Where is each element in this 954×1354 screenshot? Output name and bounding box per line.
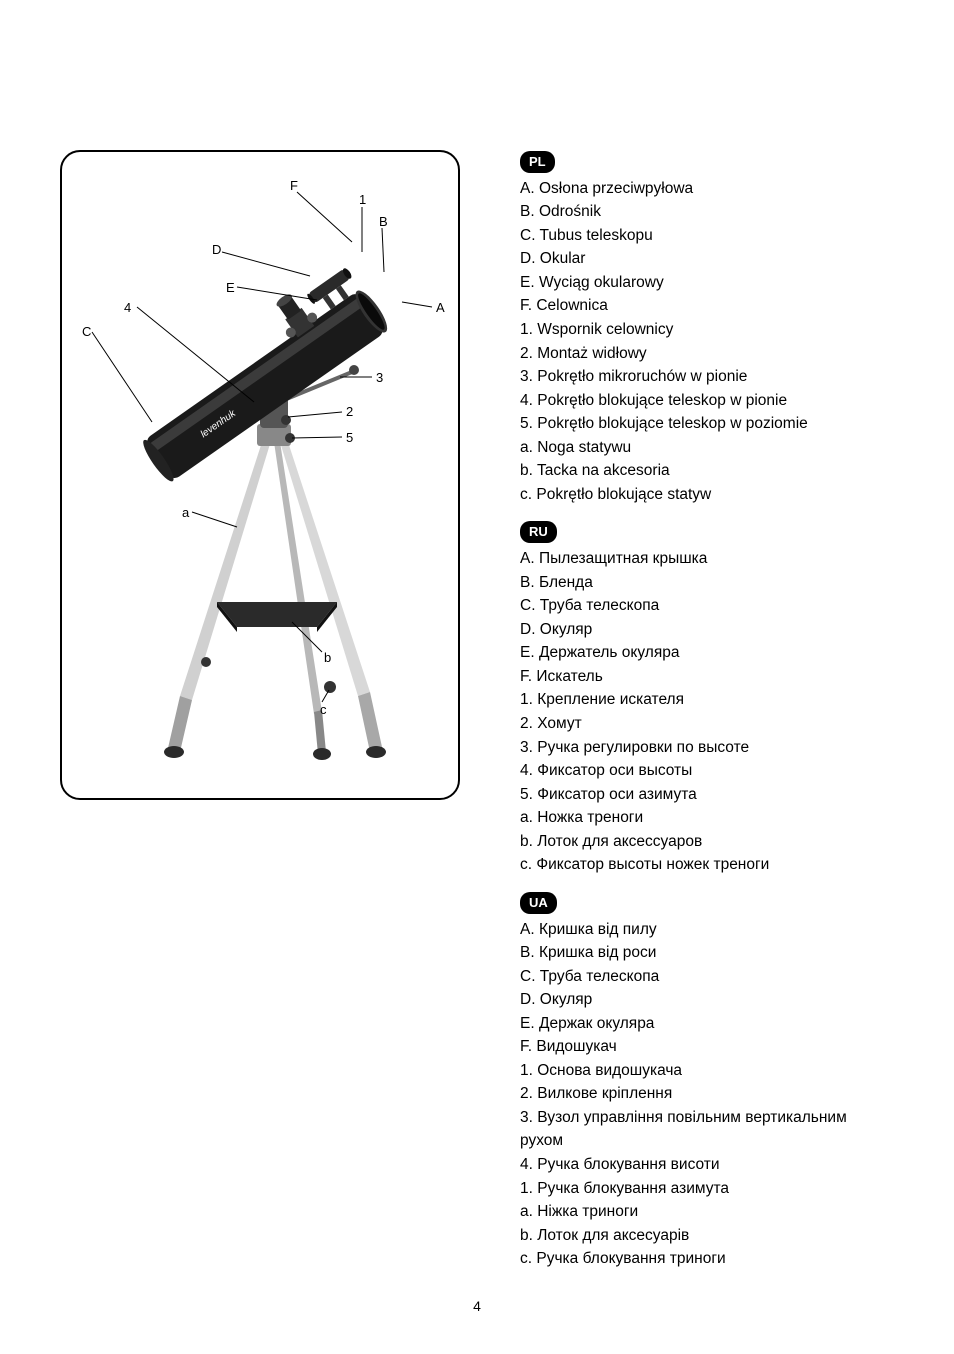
- section-ua: UA A. Кришка від пилу B. Кришка від роси…: [520, 891, 894, 1271]
- diagram-column: levenhuk: [60, 150, 480, 1285]
- list-item: 4. Фиксатор оси высоты: [520, 759, 894, 783]
- list-item: F. Видошукач: [520, 1035, 894, 1059]
- section-pl: PL A. Osłona przeciwpyłowa B. Odrośnik C…: [520, 150, 894, 506]
- label-E: E: [226, 280, 235, 295]
- list-item: E. Держатель окуляра: [520, 641, 894, 665]
- label-b: b: [324, 650, 331, 665]
- list-item: c. Pokrętło blokujące statyw: [520, 483, 894, 507]
- label-D: D: [212, 242, 221, 257]
- list-item: 3. Ручка регулировки по высоте: [520, 736, 894, 760]
- list-item: 5. Фиксатор оси азимута: [520, 783, 894, 807]
- telescope-diagram: levenhuk: [62, 152, 460, 800]
- label-F: F: [290, 178, 298, 193]
- list-item: B. Бленда: [520, 571, 894, 595]
- lang-badge-ru: RU: [520, 521, 557, 543]
- list-item: 3. Вузол управління повільним вертикальн…: [520, 1106, 894, 1153]
- list-item: D. Окуляр: [520, 988, 894, 1012]
- list-item: A. Osłona przeciwpyłowa: [520, 177, 894, 201]
- lang-badge-ua: UA: [520, 892, 557, 914]
- list-item: B. Кришка від роси: [520, 941, 894, 965]
- list-item: 1. Крепление искателя: [520, 688, 894, 712]
- list-item: 5. Pokrętło blokujące teleskop w poziomi…: [520, 412, 894, 436]
- label-B: B: [379, 214, 388, 229]
- label-A: A: [436, 300, 445, 315]
- list-item: c. Ручка блокування триноги: [520, 1247, 894, 1271]
- list-item: 4. Ручка блокування висоти: [520, 1153, 894, 1177]
- list-item: D. Окуляр: [520, 618, 894, 642]
- list-item: 1. Основа видошукача: [520, 1059, 894, 1083]
- telescope-diagram-frame: levenhuk: [60, 150, 460, 800]
- list-item: E. Wyciąg okularowy: [520, 271, 894, 295]
- list-item: 2. Хомут: [520, 712, 894, 736]
- label-a: a: [182, 505, 190, 520]
- list-item: c. Фиксатор высоты ножек треноги: [520, 853, 894, 877]
- label-2: 2: [346, 404, 353, 419]
- list-item: a. Ножка треноги: [520, 806, 894, 830]
- label-c: c: [320, 702, 327, 717]
- list-item: 2. Montaż widłowy: [520, 342, 894, 366]
- list-item: F. Celownica: [520, 294, 894, 318]
- list-item: D. Okular: [520, 247, 894, 271]
- list-item: F. Искатель: [520, 665, 894, 689]
- lang-badge-pl: PL: [520, 151, 555, 173]
- tripod: [164, 424, 386, 760]
- list-item: a. Noga statywu: [520, 436, 894, 460]
- list-item: 2. Вилкове кріплення: [520, 1082, 894, 1106]
- list-item: 3. Pokrętło mikroruchów w pionie: [520, 365, 894, 389]
- label-3: 3: [376, 370, 383, 385]
- section-ru: RU A. Пылезащитная крышка B. Бленда C. Т…: [520, 520, 894, 876]
- text-column: PL A. Osłona przeciwpyłowa B. Odrośnik C…: [520, 150, 894, 1285]
- list-item: 1. Ручка блокування азимута: [520, 1177, 894, 1201]
- list-item: A. Кришка від пилу: [520, 918, 894, 942]
- list-item: 4. Pokrętło blokujące teleskop w pionie: [520, 389, 894, 413]
- label-4: 4: [124, 300, 131, 315]
- list-item: C. Труба телескопа: [520, 594, 894, 618]
- list-item: 1. Wspornik celownicy: [520, 318, 894, 342]
- list-item: b. Tacka na akcesoria: [520, 459, 894, 483]
- page-number: 4: [0, 1298, 954, 1314]
- list-item: b. Лоток для аксессуаров: [520, 830, 894, 854]
- label-C: C: [82, 324, 91, 339]
- list-item: C. Tubus teleskopu: [520, 224, 894, 248]
- label-1: 1: [359, 192, 366, 207]
- list-item: C. Труба телескопа: [520, 965, 894, 989]
- label-5: 5: [346, 430, 353, 445]
- list-item: A. Пылезащитная крышка: [520, 547, 894, 571]
- list-item: E. Держак окуляра: [520, 1012, 894, 1036]
- list-item: b. Лоток для аксесуарів: [520, 1224, 894, 1248]
- list-item: a. Ніжка триноги: [520, 1200, 894, 1224]
- list-item: B. Odrośnik: [520, 200, 894, 224]
